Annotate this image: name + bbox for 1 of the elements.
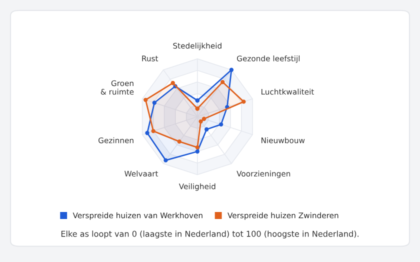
text: Elke as loopt van 0 (laagste in Nederland) tot 100 (hoogste in Nederland). (61, 230, 358, 238)
